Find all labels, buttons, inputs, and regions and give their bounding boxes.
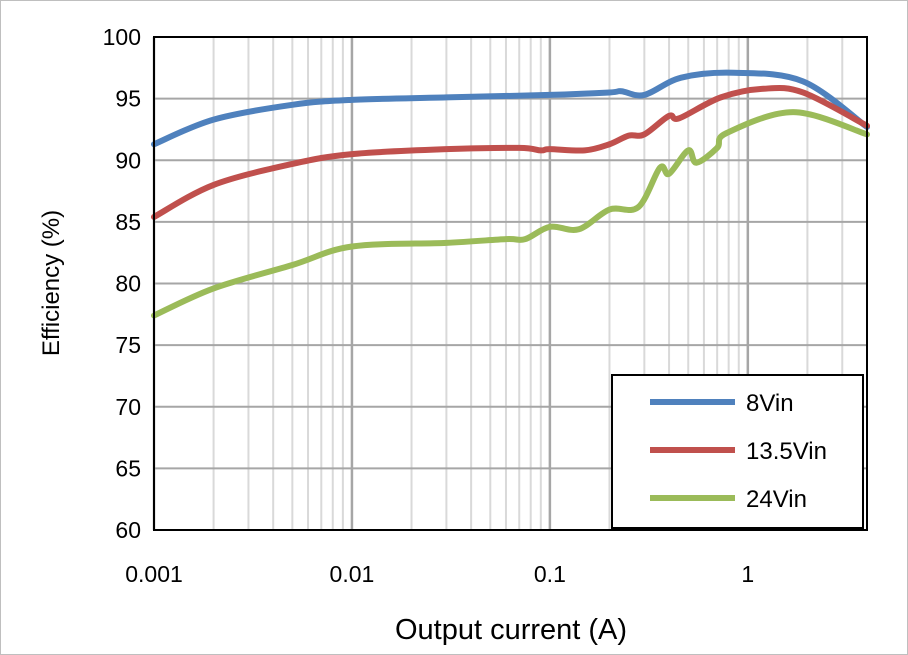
y-tick-label: 100 bbox=[103, 24, 141, 50]
legend-label: 8Vin bbox=[746, 390, 794, 417]
y-tick-label: 60 bbox=[115, 517, 141, 543]
y-tick-label: 90 bbox=[115, 147, 141, 173]
series-line-13-5vin bbox=[151, 84, 870, 220]
x-tick-label: 0.01 bbox=[330, 561, 375, 587]
y-axis-title: Efficiency (%) bbox=[38, 210, 65, 356]
legend-label: 24Vin bbox=[746, 486, 807, 513]
x-tick-label: 0.1 bbox=[534, 561, 566, 587]
series-line-8vin bbox=[151, 69, 870, 148]
y-tick-label: 80 bbox=[115, 271, 141, 297]
legend: 8Vin 13.5Vin 24Vin bbox=[611, 374, 864, 529]
x-tick-label: 1 bbox=[741, 561, 754, 587]
y-tick-label: 75 bbox=[115, 332, 141, 358]
y-tick-label: 70 bbox=[115, 394, 141, 420]
y-tick-label: 65 bbox=[115, 455, 141, 481]
y-tick-label: 85 bbox=[115, 209, 141, 235]
plot-area-border bbox=[153, 36, 868, 531]
x-tick-labels: 0.001 0.01 0.1 1 bbox=[125, 561, 754, 587]
y-tick-label: 95 bbox=[115, 86, 141, 112]
y-tick-labels: 60 65 70 75 80 85 90 95 100 bbox=[103, 24, 141, 543]
legend-label: 13.5Vin bbox=[746, 438, 827, 465]
series-line-24vin bbox=[151, 109, 870, 319]
series-lines bbox=[151, 69, 870, 319]
x-tick-label: 0.001 bbox=[125, 561, 183, 587]
x-axis-title: Output current (A) bbox=[395, 614, 627, 646]
